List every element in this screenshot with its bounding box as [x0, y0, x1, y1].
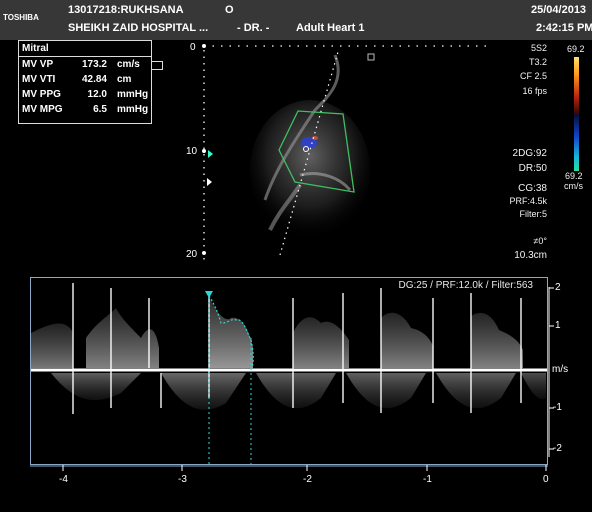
time-tick-0: 0 [543, 474, 549, 485]
table-tab [152, 61, 163, 70]
param-t: T3.2 [528, 57, 547, 67]
velocity-tick-neg1: -1 [553, 402, 562, 413]
measurement-row: MV VP 173.2 cm/s [22, 59, 140, 70]
color-scale-bar [574, 57, 579, 171]
depth-label-20: 20 [186, 249, 198, 260]
time-tick-neg4: -4 [59, 474, 68, 485]
measurement-table: Mitral MV VP 173.2 cm/s MV VTI 42.84 cm … [18, 40, 152, 124]
probe-label: 5S2 [530, 43, 547, 53]
color-scale-top: 69.2 [567, 44, 585, 54]
time-tick-neg3: -3 [178, 474, 187, 485]
measurement-row: MV VTI 42.84 cm [22, 74, 132, 85]
measurement-title: Mitral [22, 43, 49, 54]
param-filter: Filter:5 [519, 209, 547, 219]
velocity-tick-2: 2 [555, 282, 561, 293]
velocity-unit: m/s [552, 364, 569, 375]
focus-marker [207, 178, 212, 186]
doppler-spectrum [30, 277, 548, 465]
param-angle: ≠0° [533, 236, 547, 246]
exam-time: 2:42:15 PM [536, 22, 592, 34]
color-scale-bottom: 69.2 [565, 171, 583, 181]
depth-label-0: 0 [190, 42, 196, 53]
marker-box-icon [367, 53, 375, 61]
patient-marker: O [225, 4, 234, 16]
param-fps: 16 fps [522, 86, 547, 96]
hospital-name: SHEIKH ZAID HOSPITAL ... [68, 22, 209, 34]
param-depth: 10.3cm [514, 250, 547, 261]
time-axis [30, 465, 548, 471]
tissue-echo [250, 100, 370, 240]
doppler-settings: DG:25 / PRF:12.0k / Filter:563 [398, 280, 534, 291]
param-dr: DR:50 [518, 163, 547, 174]
depth-label-10: 10 [186, 146, 198, 157]
param-cf: CF 2.5 [519, 71, 547, 81]
velocity-tick-1: 1 [555, 320, 561, 331]
color-scale-unit: cm/s [564, 181, 583, 191]
doctor-name: - DR. - [237, 22, 270, 34]
exam-preset: Adult Heart 1 [296, 22, 365, 34]
forward-flow-spectrum [31, 296, 523, 368]
measurement-row: MV MPG 6.5 mmHg [22, 104, 149, 115]
color-box [278, 110, 355, 193]
header-bar [0, 0, 592, 40]
brand-logo: TOSHIBA [3, 13, 39, 22]
param-dg: 2DG:92 [512, 148, 547, 159]
exam-date: 25/04/2013 [531, 4, 587, 16]
param-prf: PRF:4.5k [509, 196, 547, 206]
valve-click-lines [72, 283, 522, 414]
time-tick-neg2: -2 [303, 474, 312, 485]
vti-trace [205, 291, 254, 464]
sample-volume-marker [303, 146, 309, 152]
velocity-tick-neg2: -2 [553, 443, 562, 454]
velocity-axis [548, 287, 554, 457]
measurement-row: MV PPG 12.0 mmHg [22, 89, 149, 100]
doppler-cursor-line [279, 51, 339, 256]
focus-marker-color [208, 150, 213, 158]
time-tick-neg1: -1 [423, 474, 432, 485]
param-cg: CG:38 [518, 183, 547, 194]
patient-id: 13017218:RUKHSANA [68, 4, 184, 16]
